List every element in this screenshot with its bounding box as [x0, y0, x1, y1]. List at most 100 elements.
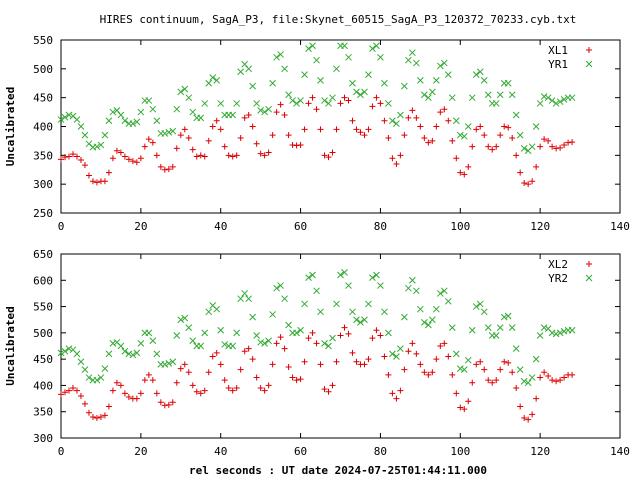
- data-point: [149, 105, 157, 113]
- data-point: [265, 382, 272, 389]
- data-point: [125, 393, 132, 400]
- data-point: [417, 361, 424, 368]
- data-point: [257, 338, 264, 346]
- data-point: [281, 111, 288, 118]
- data-point: [448, 94, 456, 102]
- data-point: [249, 356, 256, 363]
- data-point: [297, 326, 304, 334]
- data-point: [197, 114, 205, 122]
- data-point: [393, 395, 400, 402]
- data-point: [357, 318, 364, 326]
- data-point: [369, 274, 376, 282]
- data-point: [469, 143, 476, 150]
- data-point: [153, 117, 161, 125]
- data-point: [213, 349, 220, 356]
- data-point: [509, 369, 516, 376]
- data-point: [353, 126, 360, 133]
- data-point: [57, 116, 65, 123]
- data-point: [440, 59, 448, 67]
- data-point: [529, 411, 536, 418]
- data-point: [281, 65, 288, 73]
- data-point: [273, 53, 280, 61]
- data-point: [297, 376, 304, 383]
- data-point: [373, 42, 380, 50]
- data-point: [516, 131, 524, 139]
- data-point: [309, 94, 316, 101]
- data-point: [353, 358, 360, 365]
- data-point: [444, 71, 452, 78]
- data-point: [485, 377, 492, 384]
- data-point: [468, 94, 476, 102]
- data-point: [161, 166, 168, 173]
- data-point: [353, 88, 360, 96]
- data-point: [484, 324, 492, 331]
- data-point: [189, 382, 196, 389]
- y-tick-label: 550: [33, 301, 53, 314]
- data-point: [365, 300, 372, 308]
- data-point: [476, 300, 484, 308]
- data-point: [428, 316, 436, 324]
- data-point: [381, 353, 388, 360]
- data-point: [317, 308, 324, 316]
- data-point: [121, 390, 128, 397]
- data-point: [253, 374, 260, 381]
- data-point: [409, 276, 416, 284]
- data-point: [333, 65, 340, 73]
- data-point: [569, 371, 576, 378]
- data-point: [257, 150, 264, 157]
- data-point: [493, 377, 500, 384]
- data-point: [229, 342, 237, 350]
- data-point: [557, 377, 564, 384]
- data-point: [205, 369, 212, 376]
- data-point: [525, 181, 532, 188]
- data-point: [165, 128, 173, 136]
- data-point: [533, 395, 540, 402]
- data-point: [241, 114, 248, 121]
- data-point: [117, 382, 124, 389]
- data-point: [229, 111, 237, 119]
- data-point: [181, 361, 188, 368]
- data-point: [105, 169, 112, 176]
- data-point: [77, 392, 84, 399]
- data-point: [133, 159, 140, 166]
- data-point: [305, 100, 312, 107]
- data-point: [241, 348, 248, 355]
- y-tick-label: 300: [33, 178, 53, 191]
- y-tick-label: 450: [33, 353, 53, 366]
- data-point: [185, 324, 193, 331]
- x-tick-label: 80: [374, 445, 387, 458]
- x-tick-label: 40: [214, 445, 227, 458]
- data-point: [81, 162, 88, 169]
- data-point: [205, 79, 213, 87]
- data-point: [237, 366, 244, 373]
- data-point: [93, 179, 100, 186]
- data-point: [273, 340, 280, 347]
- data-point: [237, 295, 245, 303]
- data-point: [329, 149, 336, 156]
- data-point: [249, 123, 256, 130]
- data-point: [492, 332, 500, 339]
- data-point: [233, 152, 240, 159]
- data-point: [432, 305, 440, 313]
- data-point: [105, 403, 112, 410]
- data-point: [369, 335, 376, 342]
- data-point: [273, 109, 280, 116]
- data-point: [417, 77, 424, 84]
- data-point: [121, 347, 129, 355]
- data-point: [269, 311, 276, 318]
- data-point: [397, 345, 404, 352]
- data-point: [153, 350, 161, 358]
- data-point: [325, 342, 332, 350]
- data-point: [545, 372, 552, 379]
- data-point: [465, 398, 472, 405]
- data-point: [329, 382, 336, 389]
- data-point: [505, 359, 512, 366]
- data-point: [424, 94, 432, 102]
- data-point: [381, 117, 388, 124]
- data-point: [217, 126, 224, 133]
- data-point: [325, 388, 332, 395]
- data-point: [317, 126, 324, 133]
- data-point: [389, 390, 396, 397]
- data-point: [456, 131, 464, 139]
